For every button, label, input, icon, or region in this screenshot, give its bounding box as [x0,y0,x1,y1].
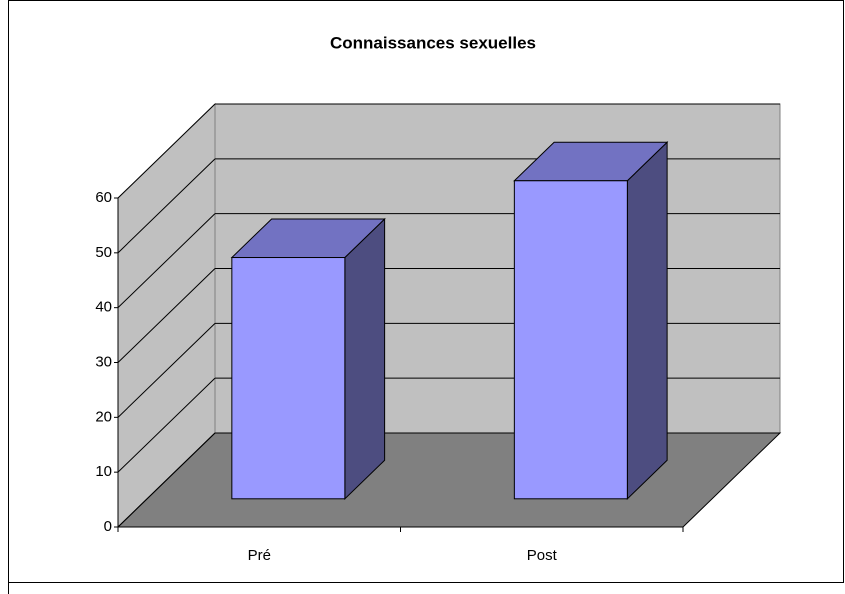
y-tick-label: 0 [104,518,112,535]
grid-line [117,268,216,363]
y-tick-label: 30 [95,353,112,370]
chart-title: Connaissances sexuelles [330,33,536,52]
y-tick-label: 60 [95,189,112,206]
floor [116,432,782,528]
grid-line [117,377,216,473]
bar-side [626,141,668,500]
bar-side [344,217,386,500]
grid-line [117,432,216,528]
grid-line [117,158,216,254]
y-tick-label: 50 [95,244,112,261]
grid-line [117,213,216,309]
bar [513,180,628,500]
y-tick-label: 20 [95,408,112,425]
grid-line [117,322,216,418]
grid-line [117,103,216,199]
bar [231,257,346,500]
x-tick-label: Post [527,547,558,564]
y-tick-label: 40 [95,299,112,316]
x-tick-label: Pré [248,547,271,564]
y-tick-label: 10 [95,463,112,480]
